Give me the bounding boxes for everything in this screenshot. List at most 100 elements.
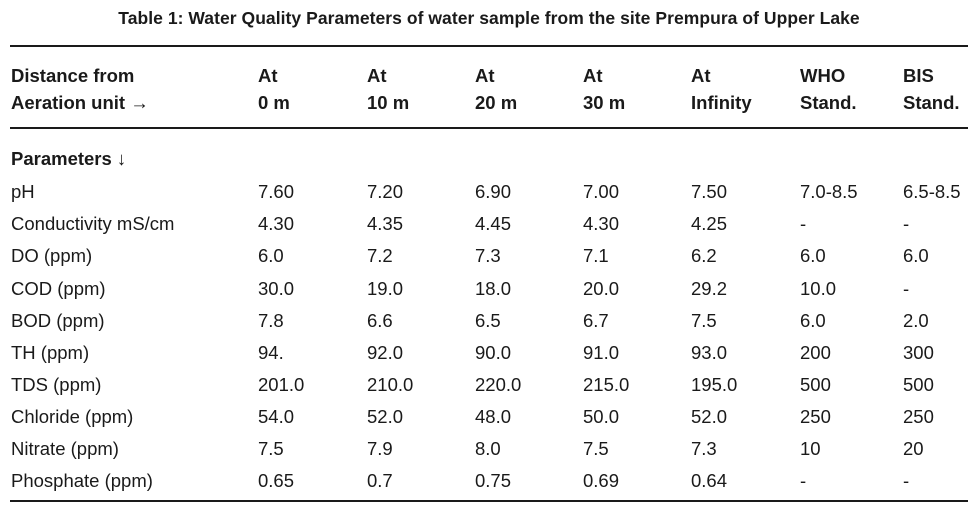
value-0m: 7.8	[258, 310, 284, 331]
table-bottom-rule	[10, 500, 968, 502]
header-line: At	[583, 65, 603, 86]
value-30m: 91.0	[583, 342, 620, 363]
value-30m: 7.1	[583, 245, 609, 266]
value-infinity: 52.0	[691, 406, 728, 427]
value-who: 10.0	[800, 278, 837, 299]
value-0m: 94.	[258, 342, 284, 363]
param-name: COD (ppm)	[11, 278, 106, 299]
value-10m: 19.0	[367, 278, 404, 299]
header-line: Stand.	[903, 92, 960, 113]
value-20m: 18.0	[475, 278, 512, 299]
value-who: 6.0	[800, 245, 826, 266]
value-0m: 6.0	[258, 245, 284, 266]
header-infinity: At Infinity	[691, 62, 752, 116]
value-infinity: 93.0	[691, 342, 728, 363]
value-30m: 4.30	[583, 213, 620, 234]
value-30m: 0.69	[583, 470, 620, 491]
value-bis: 300	[903, 342, 934, 363]
value-20m: 6.90	[475, 181, 512, 202]
value-10m: 7.9	[367, 438, 393, 459]
value-who: -	[800, 470, 807, 491]
value-bis: 500	[903, 374, 934, 395]
table-row: TDS (ppm) 201.0 210.0 220.0 215.0 195.0 …	[0, 373, 978, 405]
header-20m: At 20 m	[475, 62, 517, 116]
param-name: pH	[11, 181, 35, 202]
header-distance: Distance from Aeration unit →	[11, 62, 149, 116]
value-bis: 2.0	[903, 310, 929, 331]
param-name: Nitrate (ppm)	[11, 438, 119, 459]
value-30m: 7.5	[583, 438, 609, 459]
value-infinity: 6.2	[691, 245, 717, 266]
value-20m: 4.45	[475, 213, 512, 234]
value-0m: 201.0	[258, 374, 305, 395]
table-row: Nitrate (ppm) 7.5 7.9 8.0 7.5 7.3 10 20	[0, 437, 978, 469]
header-0m: At 0 m	[258, 62, 290, 116]
value-infinity: 7.3	[691, 438, 717, 459]
value-bis: 6.5-8.5	[903, 181, 961, 202]
value-10m: 6.6	[367, 310, 393, 331]
value-30m: 7.00	[583, 181, 620, 202]
value-10m: 4.35	[367, 213, 404, 234]
table-caption: Table 1: Water Quality Parameters of wat…	[118, 8, 860, 28]
value-0m: 7.60	[258, 181, 295, 202]
value-30m: 20.0	[583, 278, 620, 299]
value-0m: 4.30	[258, 213, 295, 234]
value-bis: -	[903, 470, 910, 491]
value-10m: 210.0	[367, 374, 414, 395]
value-who: 7.0-8.5	[800, 181, 858, 202]
value-30m: 50.0	[583, 406, 620, 427]
value-infinity: 29.2	[691, 278, 728, 299]
value-0m: 7.5	[258, 438, 284, 459]
header-line: 20 m	[475, 92, 518, 113]
header-line: At	[691, 65, 711, 86]
value-infinity: 4.25	[691, 213, 728, 234]
value-infinity: 7.5	[691, 310, 717, 331]
header-line: 10 m	[367, 92, 410, 113]
header-bis-standard: BIS Stand.	[903, 62, 960, 116]
param-name: BOD (ppm)	[11, 310, 105, 331]
value-bis: -	[903, 213, 910, 234]
header-line: 0 m	[258, 92, 290, 113]
param-name: DO (ppm)	[11, 245, 93, 266]
value-20m: 0.75	[475, 470, 512, 491]
header-30m: At 30 m	[583, 62, 625, 116]
param-name: TH (ppm)	[11, 342, 90, 363]
table-row: DO (ppm) 6.0 7.2 7.3 7.1 6.2 6.0 6.0	[0, 244, 978, 276]
value-who: 200	[800, 342, 831, 363]
value-who: 500	[800, 374, 831, 395]
header-line: At	[367, 65, 387, 86]
value-who: -	[800, 213, 807, 234]
value-20m: 220.0	[475, 374, 522, 395]
parameters-label: Parameters ↓	[11, 148, 127, 169]
param-name: Conductivity mS/cm	[11, 213, 175, 234]
value-0m: 0.65	[258, 470, 295, 491]
value-0m: 30.0	[258, 278, 295, 299]
param-name: Phosphate (ppm)	[11, 470, 153, 491]
table-row: Chloride (ppm) 54.0 52.0 48.0 50.0 52.0 …	[0, 405, 978, 437]
value-20m: 48.0	[475, 406, 512, 427]
table-row: pH 7.60 7.20 6.90 7.00 7.50 7.0-8.5 6.5-…	[0, 180, 978, 212]
table-row: Conductivity mS/cm 4.30 4.35 4.45 4.30 4…	[0, 212, 978, 244]
param-name: Chloride (ppm)	[11, 406, 134, 427]
header-line: Aeration unit →	[11, 92, 149, 113]
value-infinity: 7.50	[691, 181, 728, 202]
value-who: 10	[800, 438, 821, 459]
value-20m: 90.0	[475, 342, 512, 363]
value-10m: 0.7	[367, 470, 393, 491]
value-30m: 215.0	[583, 374, 630, 395]
header-line: Stand.	[800, 92, 857, 113]
table-row: BOD (ppm) 7.8 6.6 6.5 6.7 7.5 6.0 2.0	[0, 309, 978, 341]
value-bis: 250	[903, 406, 934, 427]
value-10m: 7.2	[367, 245, 393, 266]
value-bis: 20	[903, 438, 924, 459]
value-10m: 52.0	[367, 406, 404, 427]
value-30m: 6.7	[583, 310, 609, 331]
value-bis: -	[903, 278, 910, 299]
value-bis: 6.0	[903, 245, 929, 266]
header-line: WHO	[800, 65, 846, 86]
table-row: Phosphate (ppm) 0.65 0.7 0.75 0.69 0.64 …	[0, 469, 978, 501]
param-name: TDS (ppm)	[11, 374, 102, 395]
table-top-rule	[10, 45, 968, 47]
header-line: BIS	[903, 65, 934, 86]
header-who-standard: WHO Stand.	[800, 62, 857, 116]
